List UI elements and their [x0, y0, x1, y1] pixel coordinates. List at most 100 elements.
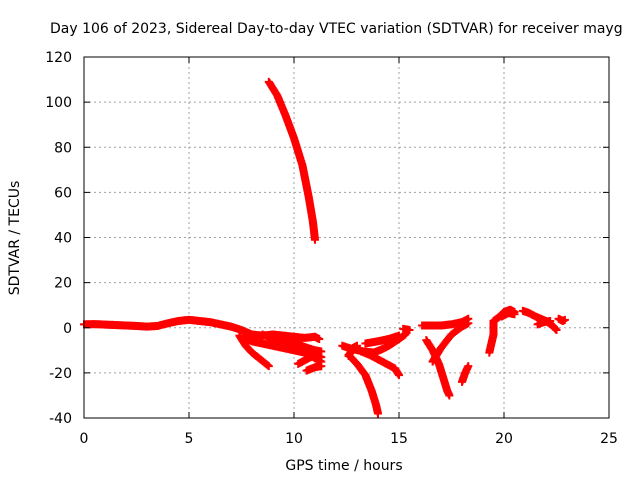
- data-point: [489, 316, 498, 325]
- data-point: [311, 363, 319, 372]
- data-point: [353, 359, 361, 368]
- series-track-11: [357, 347, 403, 380]
- data-point: [361, 339, 370, 348]
- data-point: [264, 77, 273, 86]
- data-point: [164, 319, 172, 328]
- y-tick-label: 20: [54, 276, 72, 292]
- data-point: [560, 315, 569, 324]
- data-point: [143, 322, 151, 331]
- series-track-4: [235, 331, 273, 371]
- data-point: [422, 336, 431, 345]
- data-point: [298, 161, 307, 170]
- data-point: [357, 347, 366, 356]
- data-point: [185, 315, 193, 324]
- data-point: [248, 348, 256, 357]
- data-point: [235, 331, 244, 340]
- series-track-14: [399, 324, 414, 335]
- series-track-13: [344, 341, 361, 360]
- data-point: [539, 318, 548, 327]
- data-point: [338, 341, 347, 350]
- series-track-7: [294, 353, 315, 368]
- axis-ticks: 0 5 10 15 20 25 -40 -20 0 20 40 60 80 100 120: [45, 50, 618, 447]
- data-point: [426, 321, 435, 330]
- data-point: [101, 320, 109, 329]
- data-point: [248, 337, 256, 346]
- data-point: [227, 322, 235, 331]
- data-point: [311, 346, 319, 355]
- data-point: [153, 321, 162, 330]
- data-point: [464, 319, 473, 328]
- data-point: [111, 321, 120, 330]
- data-point: [437, 321, 445, 330]
- series-track-10: [344, 350, 382, 418]
- data-point: [290, 134, 298, 143]
- data-point: [384, 335, 393, 344]
- x-tick-label: 20: [495, 431, 513, 447]
- data-point: [300, 333, 309, 342]
- data-point: [206, 318, 214, 327]
- data-point: [374, 355, 382, 364]
- data-point: [458, 377, 466, 386]
- data-point: [315, 335, 324, 344]
- data-point: [361, 371, 370, 380]
- data-point: [248, 330, 256, 339]
- data-point: [443, 386, 452, 395]
- data-point: [302, 366, 311, 375]
- data-point: [304, 192, 313, 201]
- y-axis-label: SDTVAR / TECUs: [7, 181, 23, 296]
- data-point: [428, 357, 437, 366]
- series-track-6: [279, 336, 326, 356]
- data-point: [554, 314, 563, 323]
- data-point: [353, 341, 361, 350]
- data-point: [258, 330, 267, 339]
- data-point: [504, 309, 513, 318]
- data-point: [308, 217, 317, 226]
- data-markers: [80, 77, 569, 418]
- data-point: [497, 312, 506, 321]
- y-tick-label: 100: [45, 95, 72, 111]
- data-point: [531, 312, 540, 321]
- data-point: [237, 326, 246, 335]
- y-tick-label: 0: [63, 321, 72, 337]
- data-point: [348, 344, 357, 353]
- series-track-2: [264, 77, 319, 244]
- data-point: [447, 330, 456, 339]
- data-point: [382, 359, 391, 368]
- data-point: [300, 356, 309, 365]
- data-point: [447, 320, 456, 329]
- data-point: [367, 386, 376, 395]
- data-point: [269, 341, 277, 350]
- data-point: [241, 341, 250, 350]
- chart-title: Day 106 of 2023, Sidereal Day-to-day VTE…: [50, 21, 623, 37]
- data-point: [374, 409, 382, 418]
- series-track-12: [361, 331, 403, 348]
- y-tick-label: 40: [54, 231, 72, 247]
- data-point: [510, 310, 519, 319]
- data-point: [533, 320, 542, 329]
- data-point: [437, 344, 445, 353]
- series-track-17: [428, 319, 473, 366]
- x-axis-label: GPS time / hours: [285, 458, 402, 474]
- data-point: [390, 364, 399, 373]
- data-point: [279, 336, 288, 345]
- data-point: [90, 320, 99, 329]
- y-tick-label: 80: [54, 140, 72, 156]
- data-point: [374, 337, 382, 346]
- data-point: [434, 359, 443, 368]
- data-point: [405, 326, 414, 335]
- x-tick-label: 15: [390, 431, 408, 447]
- grid: [84, 57, 609, 418]
- data-point: [546, 316, 555, 325]
- x-tick-label: 10: [285, 431, 303, 447]
- data-point: [300, 342, 309, 351]
- data-point: [552, 326, 561, 335]
- x-tick-label: 25: [600, 431, 618, 447]
- data-point: [395, 331, 403, 340]
- data-point: [487, 339, 496, 348]
- data-point: [418, 321, 427, 330]
- data-point: [281, 111, 290, 120]
- data-point: [317, 362, 326, 371]
- data-point: [256, 355, 265, 364]
- data-point: [485, 348, 494, 357]
